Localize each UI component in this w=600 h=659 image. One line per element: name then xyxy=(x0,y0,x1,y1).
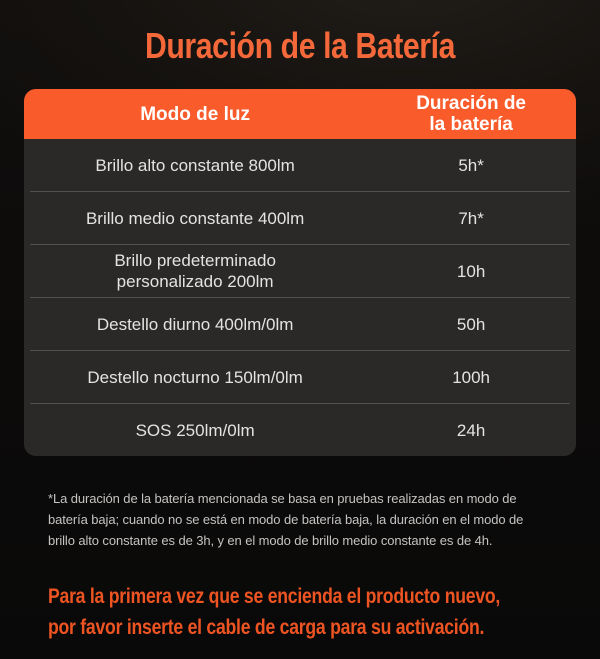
light-mode-cell: Destello diurno 400lm/0lm xyxy=(96,314,294,334)
table-row: Destello diurno 400lm/0lm 50h xyxy=(24,298,576,350)
column-header-light-mode: Modo de luz xyxy=(140,103,250,125)
row-divider xyxy=(30,244,570,245)
row-divider xyxy=(30,350,570,351)
light-mode-cell: Brillo alto constante 800lm xyxy=(95,155,295,175)
page-title: Duración de la Batería xyxy=(144,25,456,66)
battery-test-footnote: *La duración de la batería mencionada se… xyxy=(48,491,524,548)
table-row: SOS 250lm/0lm 24h xyxy=(24,404,576,456)
row-divider xyxy=(30,403,570,404)
activation-note: Para la primera vez que se encienda el p… xyxy=(48,585,501,639)
duration-cell: 10h xyxy=(456,261,486,281)
column-header-battery-duration: Duración de la batería xyxy=(416,93,527,135)
table-row: Brillo predeterminado personalizado 200l… xyxy=(24,245,576,297)
table-body: Brillo alto constante 800lm 5h* Brillo m… xyxy=(24,139,576,456)
duration-cell: 100h xyxy=(452,367,491,387)
duration-cell: 7h* xyxy=(458,208,484,228)
duration-cell: 5h* xyxy=(458,155,484,175)
duration-cell: 50h xyxy=(456,314,486,334)
row-divider xyxy=(30,297,570,298)
table-header-row: Modo de luz Duración de la batería xyxy=(24,89,576,139)
light-mode-cell: SOS 250lm/0lm xyxy=(135,420,255,440)
battery-duration-table: Modo de luz Duración de la batería Brill… xyxy=(24,89,576,456)
duration-cell: 24h xyxy=(456,420,486,440)
light-mode-cell: Brillo predeterminado personalizado 200l… xyxy=(114,251,276,291)
light-mode-cell: Destello nocturno 150lm/0lm xyxy=(87,367,303,387)
table-row: Brillo alto constante 800lm 5h* xyxy=(24,139,576,191)
light-mode-cell: Brillo medio constante 400lm xyxy=(85,208,305,228)
table-row: Brillo medio constante 400lm 7h* xyxy=(24,192,576,244)
table-row: Destello nocturno 150lm/0lm 100h xyxy=(24,351,576,403)
row-divider xyxy=(30,191,570,192)
